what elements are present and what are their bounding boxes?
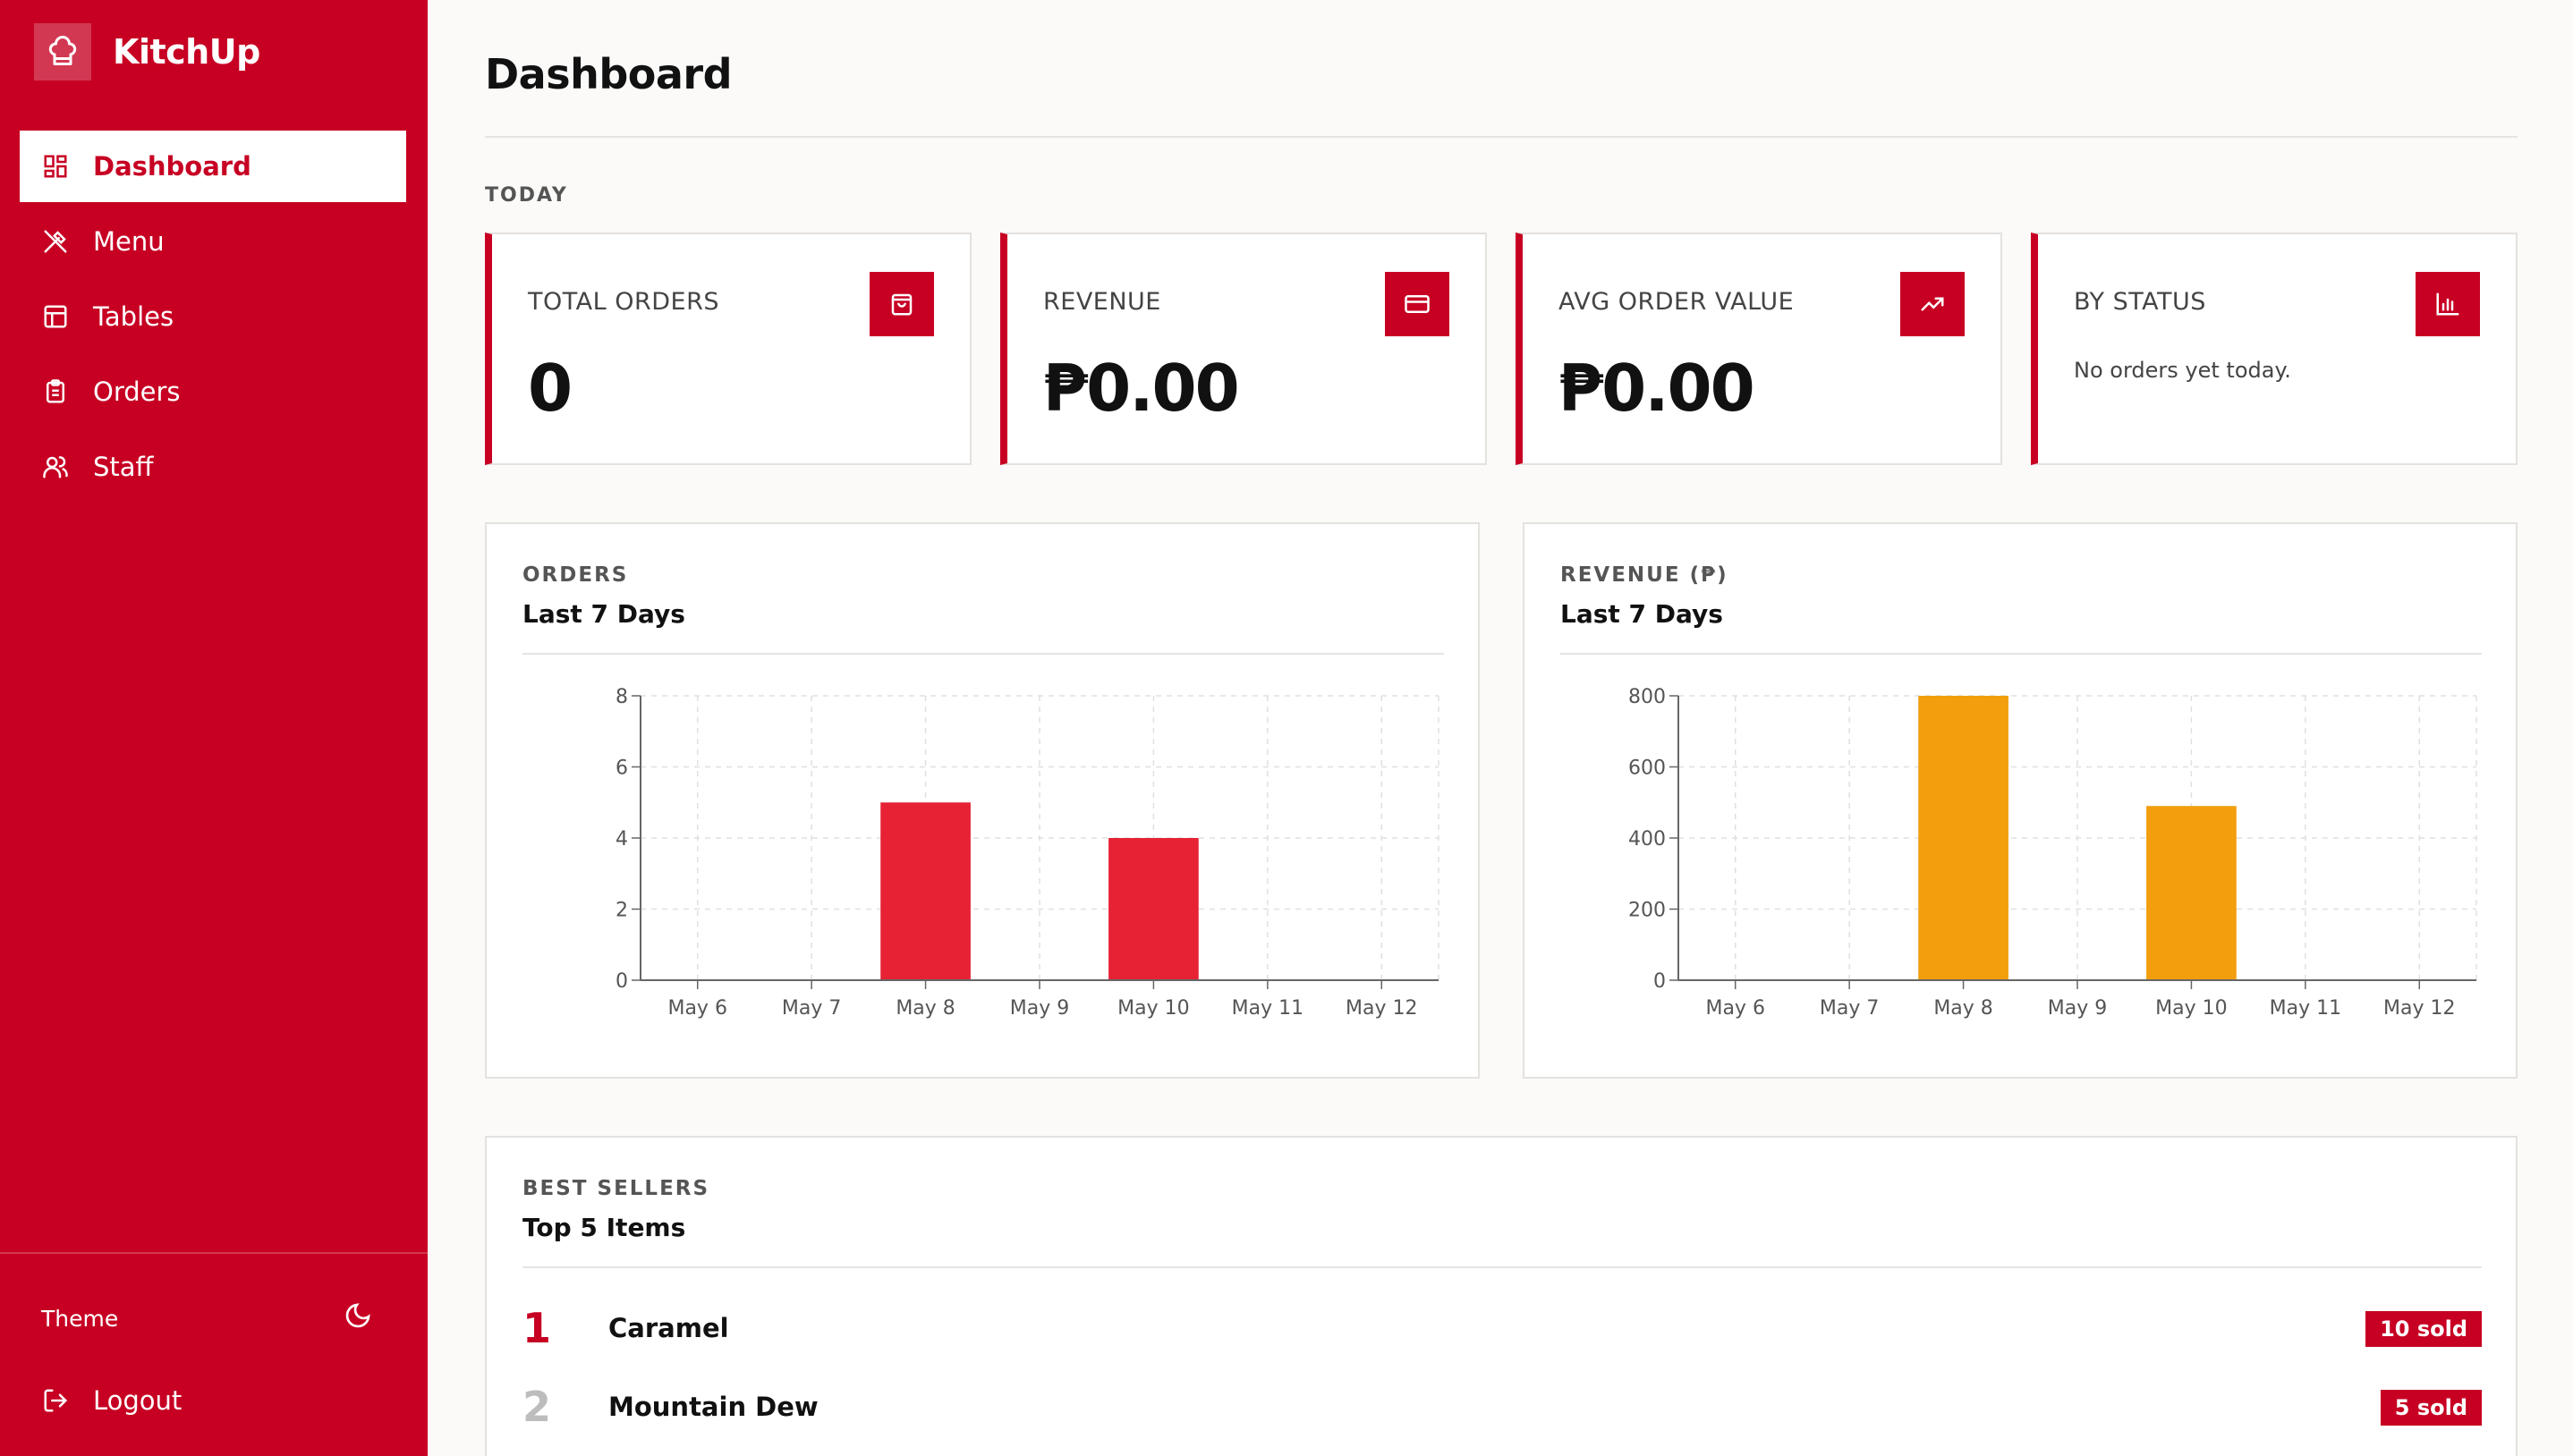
- stat-card-by-status: BY STATUS No orders yet today.: [2031, 233, 2518, 465]
- sidebar-item-staff[interactable]: Staff: [20, 431, 406, 503]
- sold-badge: 5 sold: [2380, 1390, 2482, 1426]
- sidebar-item-label: Menu: [93, 226, 165, 257]
- stat-label: AVG ORDER VALUE: [1558, 288, 1795, 316]
- stat-label: BY STATUS: [2074, 288, 2206, 316]
- trending-up-icon: [1900, 272, 1965, 336]
- chart-title: Last 7 Days: [1560, 599, 1723, 629]
- x-tick-label: May 12: [1346, 997, 1417, 1020]
- credit-card-icon: [1385, 272, 1449, 336]
- stat-value: 0: [528, 351, 573, 426]
- chart-kicker: ORDERS: [522, 563, 629, 587]
- orders-chart-card: ORDERS Last 7 Days 0 2 4 6 8 May 6 May 7 May 8 M…: [485, 522, 1480, 1079]
- sidebar-item-label: Staff: [93, 452, 154, 482]
- item-name: Mountain Dew: [608, 1392, 819, 1422]
- sidebar-divider: [0, 1252, 428, 1254]
- dashboard-grid-icon: [41, 152, 70, 181]
- chef-hat-icon: [34, 23, 91, 80]
- list-item[interactable]: 2 Mountain Dew 5 sold: [522, 1377, 2482, 1440]
- sidebar-nav: Dashboard Menu Tables Orders Staff: [20, 131, 406, 506]
- y-tick-label: 6: [616, 758, 628, 780]
- x-tick-label: May 6: [1705, 997, 1764, 1020]
- bar-chart-icon: [2416, 272, 2480, 336]
- users-icon: [41, 453, 70, 481]
- y-tick-label: 200: [1628, 900, 1666, 922]
- table-icon: [41, 302, 70, 331]
- chart-title: Last 7 Days: [522, 599, 685, 629]
- x-tick-label: May 8: [1933, 997, 1992, 1020]
- page-title: Dashboard: [485, 50, 733, 98]
- revenue-bar-chart: 0 200 400 600 800 May 6 May 7 May 8 May 9 May 10 M…: [1628, 686, 2477, 1020]
- sidebar-item-orders[interactable]: Orders: [20, 356, 406, 427]
- logout-button[interactable]: Logout: [41, 1376, 182, 1426]
- stat-label: TOTAL ORDERS: [528, 288, 719, 316]
- y-tick-label: 800: [1628, 686, 1666, 708]
- status-empty-note: No orders yet today.: [2074, 358, 2291, 383]
- clipboard-icon: [41, 377, 70, 406]
- section-label-today: TODAY: [485, 184, 568, 207]
- best-sellers-divider: [522, 1266, 2482, 1268]
- sidebar-item-label: Orders: [93, 377, 181, 407]
- brand[interactable]: KitchUp: [34, 23, 260, 80]
- y-tick-label: 2: [616, 900, 628, 922]
- best-sellers-kicker: BEST SELLERS: [522, 1177, 710, 1200]
- theme-label: Theme: [41, 1305, 119, 1332]
- stat-value: ₱0.00: [1558, 351, 1755, 426]
- y-tick-label: 600: [1628, 758, 1666, 780]
- revenue-chart-card: REVENUE (₱) Last 7 Days 0 200 400 600 800 May…: [1523, 522, 2518, 1079]
- y-tick-label: 8: [616, 686, 628, 708]
- sidebar-item-menu[interactable]: Menu: [20, 206, 406, 277]
- y-tick-label: 0: [616, 970, 628, 993]
- x-tick-label: May 9: [1010, 997, 1069, 1020]
- y-tick-label: 4: [616, 828, 628, 851]
- x-tick-label: May 11: [2270, 997, 2341, 1020]
- x-tick-label: May 7: [782, 997, 841, 1020]
- x-tick-label: May 8: [896, 997, 955, 1020]
- chart-divider: [522, 653, 1444, 655]
- stat-card-avg-order-value: AVG ORDER VALUE ₱0.00: [1516, 233, 2002, 465]
- y-tick-label: 0: [1653, 970, 1666, 993]
- x-tick-label: May 9: [2048, 997, 2107, 1020]
- best-sellers-title: Top 5 Items: [522, 1213, 686, 1242]
- stat-card-revenue: REVENUE ₱0.00: [1000, 233, 1487, 465]
- y-tick-label: 400: [1628, 828, 1666, 851]
- x-tick-label: May 12: [2383, 997, 2455, 1020]
- sidebar: KitchUp Dashboard Menu Tables Orders: [0, 0, 428, 1456]
- orders-bar-chart: 0 2 4 6 8 May 6 May 7 May 8 May 9 May 10 May 11 May…: [616, 686, 1439, 1020]
- chart-kicker: REVENUE (₱): [1560, 563, 1728, 587]
- rank-number: 1: [522, 1304, 552, 1352]
- x-tick-label: May 10: [2155, 997, 2227, 1020]
- logout-label: Logout: [93, 1385, 183, 1416]
- item-name: Caramel: [608, 1313, 729, 1343]
- stat-card-total-orders: TOTAL ORDERS 0: [485, 233, 972, 465]
- sidebar-item-label: Dashboard: [93, 151, 251, 182]
- logout-icon: [41, 1386, 70, 1415]
- stat-value: ₱0.00: [1043, 351, 1240, 426]
- x-tick-label: May 7: [1820, 997, 1879, 1020]
- title-divider: [485, 136, 2518, 138]
- sidebar-item-tables[interactable]: Tables: [20, 281, 406, 352]
- bar-may-10: [1108, 838, 1199, 980]
- moon-icon[interactable]: [344, 1301, 372, 1335]
- best-sellers-card: BEST SELLERS Top 5 Items 1 Caramel 10 so…: [485, 1136, 2518, 1456]
- chart-divider: [1560, 653, 2482, 655]
- shopping-bag-icon: [870, 272, 934, 336]
- list-item[interactable]: 1 Caramel 10 sold: [522, 1299, 2482, 1361]
- bar-may-8: [1918, 696, 2008, 980]
- sold-badge: 10 sold: [2365, 1311, 2482, 1347]
- bar-may-10: [2146, 806, 2237, 980]
- utensils-icon: [41, 227, 70, 256]
- sidebar-item-dashboard[interactable]: Dashboard: [20, 131, 406, 202]
- stat-label: REVENUE: [1043, 288, 1161, 316]
- x-tick-label: May 6: [667, 997, 726, 1020]
- bar-may-8: [880, 802, 971, 980]
- x-tick-label: May 11: [1232, 997, 1303, 1020]
- theme-toggle[interactable]: Theme: [41, 1293, 372, 1343]
- x-tick-label: May 10: [1117, 997, 1189, 1020]
- rank-number: 2: [522, 1383, 552, 1431]
- sidebar-item-label: Tables: [93, 301, 174, 332]
- app-name: KitchUp: [113, 32, 260, 72]
